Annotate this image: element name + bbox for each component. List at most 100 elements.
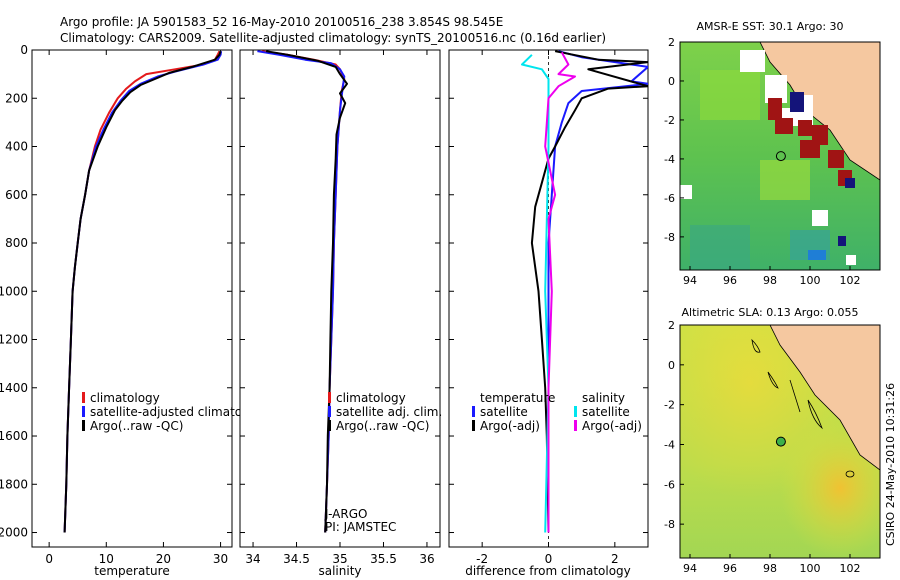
- depth-tick-label: 800: [5, 236, 28, 250]
- difference-xlabel: difference from climatology: [465, 564, 631, 578]
- temperature-xlabel: temperature: [94, 564, 169, 578]
- difference-ticks: -2 0 2: [449, 49, 648, 566]
- map-x-tick-label: 98: [763, 274, 777, 287]
- annotation-pi: PI: JAMSTEC: [325, 520, 396, 534]
- x-tick-label: 2: [611, 552, 619, 566]
- map-y-tick-label: -6: [664, 192, 675, 205]
- legend-label-climatology: climatology: [90, 391, 160, 405]
- legend-swatch-sal-climatology: [328, 392, 331, 403]
- x-tick-label: 36: [419, 552, 434, 566]
- x-tick-label: 0: [45, 552, 53, 566]
- legend-swatch-argo: [82, 420, 85, 431]
- x-tick-label: 34: [245, 552, 260, 566]
- sla-map-panel: Altimetric SLA: 0.13 Argo: 0.055 94 96 98 1…: [664, 306, 881, 575]
- depth-tick-label: 1000: [0, 284, 28, 298]
- depth-tick-label: 600: [5, 188, 28, 202]
- map-x-tick-label: 94: [683, 274, 697, 287]
- salinity-legend: climatology satellite adj. clim. Argo(..…: [328, 391, 442, 433]
- sst-land-sumatra: [759, 42, 880, 181]
- legend-label-sal-argo-diff: Argo(-adj): [582, 419, 642, 433]
- legend-swatch-sal-argo-diff: [574, 420, 577, 431]
- temperature-axes-frame: [31, 49, 233, 548]
- map-y-tick-label: -8: [664, 518, 675, 531]
- map-y-tick-label: -4: [664, 438, 675, 451]
- legend-swatch-temp-satellite: [472, 406, 475, 417]
- map-x-tick-label: 102: [840, 562, 861, 575]
- sla-land-sumatra: [769, 325, 880, 471]
- depth-tick-label: 400: [5, 140, 28, 154]
- legend-swatch-satellite: [82, 406, 85, 417]
- map-y-tick-label: -2: [664, 114, 675, 127]
- map-x-tick-label: 94: [683, 562, 697, 575]
- salinity-axes-frame: [239, 49, 441, 548]
- header-line-1: Argo profile: JA 5901583_52 16-May-2010 …: [60, 15, 503, 29]
- sst-map-frame: [679, 41, 881, 271]
- sla-map-frame: [679, 324, 881, 559]
- temperature-lines: [63, 50, 223, 533]
- temperature-ticks: 0 10 20 30: [32, 49, 232, 566]
- legend-label-temp-argo: Argo(-adj): [480, 419, 540, 433]
- map-x-tick-label: 102: [840, 274, 861, 287]
- difference-panel: -2 0 2 difference from climatology tempera…: [448, 49, 649, 578]
- sst-map-ticks: 94 96 98 100 102 2 0 -2 -4 -6 -8: [664, 36, 860, 287]
- x-tick-label: 34.5: [283, 552, 310, 566]
- legend-title-salinity: salinity: [582, 391, 625, 405]
- map-y-tick-label: -2: [664, 399, 675, 412]
- salinity-panel: 34 34.5 35 35.5 36 salinity climatology sate…: [239, 49, 442, 578]
- depth-tick-label: 1200: [0, 333, 28, 347]
- depth-tick-label: 1600: [0, 429, 28, 443]
- x-tick-label: 20: [156, 552, 171, 566]
- sla-map-title: Altimetric SLA: 0.13 Argo: 0.055: [681, 306, 858, 319]
- legend-label-sal-satellite: satellite adj. clim.: [336, 405, 442, 419]
- map-y-tick-label: 0: [668, 75, 675, 88]
- legend-label-satellite: satellite-adjusted climatology: [90, 405, 268, 419]
- legend-title-temperature: temperature: [480, 391, 555, 405]
- annotation-jargo: J-ARGO: [324, 507, 367, 521]
- depth-ticks: 0 200 400 600 800 1000 1200 1400 1600 1800 2000: [0, 43, 28, 540]
- map-y-tick-label: 2: [668, 36, 675, 49]
- depth-tick-label: 1800: [0, 477, 28, 491]
- salinity-xlabel: salinity: [318, 564, 361, 578]
- depth-tick-label: 1400: [0, 381, 28, 395]
- legend-label-temp-satellite: satellite: [480, 405, 528, 419]
- x-tick-label: 30: [213, 552, 228, 566]
- legend-swatch-temp-argo: [472, 420, 475, 431]
- difference-legend: temperature satellite Argo(-adj) salinit…: [472, 391, 642, 433]
- side-timestamp: CSIRO 24-May-2010 10:31:26: [884, 383, 897, 546]
- x-tick-label: -2: [476, 552, 488, 566]
- header-line-2: Climatology: CARS2009. Satellite-adjuste…: [60, 31, 606, 45]
- legend-label-sal-argo: Argo(..raw -QC): [336, 419, 429, 433]
- map-x-tick-label: 96: [723, 562, 737, 575]
- salinity-ticks: 34 34.5 35 35.5 36: [240, 49, 440, 566]
- map-x-tick-label: 98: [763, 562, 777, 575]
- sla-map-ticks: 94 96 98 100 102 2 0 -2 -4 -6 -8: [664, 319, 860, 575]
- series-line-argo-raw-qc-: [63, 50, 222, 533]
- map-y-tick-label: 2: [668, 319, 675, 332]
- legend-swatch-climatology: [82, 392, 85, 403]
- depth-tick-label: 2000: [0, 526, 28, 540]
- depth-tick-label: 0: [20, 43, 28, 57]
- series-line-argo-raw-qc-: [265, 50, 348, 533]
- x-tick-label: 35.5: [370, 552, 397, 566]
- sst-map-panel: AMSR-E SST: 30.1 Argo: 30: [664, 20, 881, 287]
- legend-swatch-sal-satellite: [328, 406, 331, 417]
- temperature-panel: 0 200 400 600 800 1000 1200 1400 1600 1800 2000 0 1…: [0, 43, 268, 578]
- x-tick-label: 10: [99, 552, 114, 566]
- map-x-tick-label: 96: [723, 274, 737, 287]
- map-y-tick-label: -6: [664, 478, 675, 491]
- legend-label-sal-satellite-diff: satellite: [582, 405, 630, 419]
- x-tick-label: 35: [332, 552, 347, 566]
- map-y-tick-label: 0: [668, 359, 675, 372]
- x-tick-label: 0: [545, 552, 553, 566]
- sst-map-title: AMSR-E SST: 30.1 Argo: 30: [696, 20, 843, 33]
- map-x-tick-label: 100: [800, 274, 821, 287]
- temperature-legend: climatology satellite-adjusted climatolo…: [82, 391, 268, 433]
- map-x-tick-label: 100: [800, 562, 821, 575]
- series-line-salinity-argo-adj-: [544, 51, 576, 533]
- map-y-tick-label: -4: [664, 153, 675, 166]
- legend-label-sal-climatology: climatology: [336, 391, 406, 405]
- salinity-lines: [257, 50, 348, 533]
- legend-swatch-sal-satellite-diff: [574, 406, 577, 417]
- series-line-temperature-argo-adj-: [530, 50, 648, 533]
